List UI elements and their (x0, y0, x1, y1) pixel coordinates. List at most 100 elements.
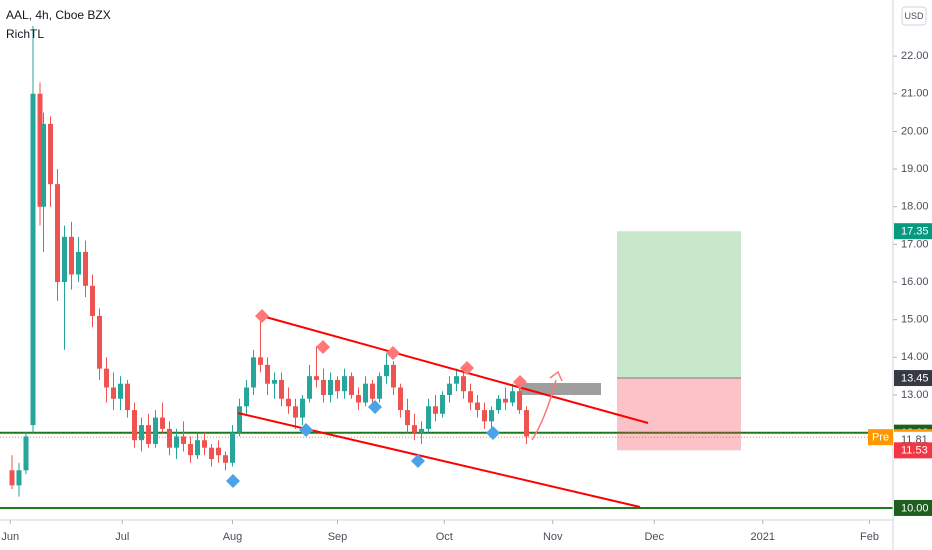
x-tick-label: Jun (1, 531, 19, 543)
candle-body (524, 410, 530, 437)
price-label: 11.53 (901, 445, 928, 457)
candle-body (139, 425, 145, 441)
x-tick-label: Sep (328, 531, 348, 543)
candle-body (244, 387, 250, 407)
candle-body (9, 470, 15, 486)
price-tag: Pre (872, 432, 889, 444)
arrow-head (549, 370, 563, 382)
candle-body (237, 406, 243, 433)
candle-body (251, 357, 257, 388)
y-tick-label: 19.00 (901, 163, 929, 175)
candle-body (405, 410, 411, 426)
y-tick-label: 20.00 (901, 125, 929, 137)
y-tick-label: 18.00 (901, 201, 929, 213)
marker (316, 340, 330, 354)
y-tick-label: 14.00 (901, 351, 929, 363)
x-tick-label: Nov (543, 531, 563, 543)
candle-body (286, 398, 292, 407)
x-tick-label: Jul (115, 531, 129, 543)
candle-body (356, 394, 362, 403)
candle-body (23, 436, 29, 471)
candle-body (517, 391, 523, 411)
trend-line (237, 412, 641, 508)
candle-body (349, 376, 355, 395)
candle-body (398, 387, 404, 411)
candle-body (37, 93, 43, 207)
candle-body (174, 436, 180, 448)
trend-line (261, 315, 649, 424)
pivot-high-markers (255, 309, 527, 389)
candle-body (69, 236, 75, 275)
candle-body (258, 357, 264, 365)
candle-body (104, 368, 110, 388)
marker (513, 375, 527, 389)
marker (299, 423, 313, 437)
marker (486, 426, 500, 440)
candle-body (55, 184, 61, 283)
candle-body (209, 447, 215, 460)
candle-body (314, 376, 320, 380)
candle-body (363, 383, 369, 403)
candle-body (146, 425, 152, 444)
candle-body (370, 383, 376, 399)
candle-body (16, 470, 22, 486)
marker (386, 346, 400, 360)
marker (255, 309, 269, 323)
x-tick-label: Dec (644, 531, 664, 543)
candle-body (30, 93, 36, 426)
candle-body (48, 123, 54, 185)
candle-body (510, 391, 516, 403)
candle-body (328, 379, 334, 395)
currency-box[interactable] (901, 6, 927, 26)
candle-body (300, 398, 306, 418)
candle-body (426, 406, 432, 429)
candle-body (293, 406, 299, 418)
candle-body (335, 379, 341, 392)
candle-body (454, 376, 460, 384)
candle-body (412, 425, 418, 433)
price-label-box (894, 442, 932, 459)
candle-body (41, 123, 47, 207)
pivot-low-markers (226, 400, 500, 488)
candle-body (391, 364, 397, 388)
candle-body (111, 387, 117, 399)
candle-body (307, 376, 313, 399)
zone (520, 383, 601, 395)
candle-body (167, 428, 173, 448)
candle-body (447, 383, 453, 395)
marker (411, 454, 425, 468)
candle-body (97, 315, 103, 369)
candle-body (265, 364, 271, 384)
candle-body (433, 406, 439, 414)
candle-body (230, 432, 236, 463)
candle-body (468, 391, 474, 403)
x-tick-label: 2021 (751, 531, 775, 543)
y-tick-label: 22.00 (901, 50, 929, 62)
candle-body (153, 417, 159, 444)
candle-body (223, 455, 229, 463)
candle-body (342, 376, 348, 392)
candle-body (188, 443, 194, 456)
candle-body (181, 436, 187, 444)
candle-body (160, 417, 166, 429)
price-label: 10.00 (901, 502, 929, 514)
y-tick-label: 13.00 (901, 389, 929, 401)
candle-body (90, 285, 96, 316)
price-label-box (894, 499, 932, 516)
candle-body (482, 410, 488, 422)
candle-body (384, 364, 390, 377)
price-label-box (894, 370, 932, 387)
candle-body (216, 447, 222, 456)
price-label: 17.35 (901, 226, 929, 238)
y-tick-label: 16.00 (901, 276, 929, 288)
currency[interactable]: USD (904, 11, 924, 21)
marker (226, 474, 240, 488)
chart-title: AAL, 4h, Cboe BZX (6, 8, 111, 22)
price-label-box (894, 223, 932, 240)
loss-zone (617, 378, 741, 451)
candle-body (496, 398, 502, 411)
indicator-name: RichTL (6, 27, 44, 41)
drawings-front (226, 309, 649, 508)
candle-body (118, 383, 124, 399)
candle-body (76, 251, 82, 275)
